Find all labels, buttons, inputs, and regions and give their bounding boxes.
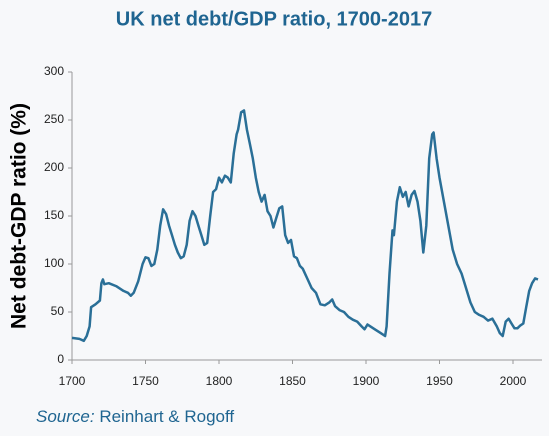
y-tick-label: 50 <box>51 304 65 318</box>
x-tick-label: 1900 <box>353 374 380 388</box>
y-tick-label: 150 <box>44 208 64 222</box>
x-tick-label: 1700 <box>59 374 86 388</box>
y-tick-label: 0 <box>57 352 64 366</box>
chart-title: UK net debt/GDP ratio, 1700-2017 <box>116 8 432 30</box>
source-label: Source: <box>36 407 95 426</box>
x-tick-label: 1800 <box>206 374 233 388</box>
x-tick-label: 1750 <box>132 374 159 388</box>
x-tick-label: 1850 <box>279 374 306 388</box>
y-tick-label: 100 <box>44 256 64 270</box>
source-text: Reinhart & Rogoff <box>99 407 234 426</box>
y-axis-label: Net debt-GDP ratio (%) <box>8 103 31 329</box>
x-tick-label: 2000 <box>500 374 527 388</box>
y-tick-label: 200 <box>44 160 64 174</box>
x-tick-label: 1950 <box>426 374 453 388</box>
source: Source: Reinhart & Rogoff <box>36 407 234 426</box>
y-tick-label: 250 <box>44 112 64 126</box>
data-line <box>71 109 539 343</box>
y-tick-label: 300 <box>44 64 64 78</box>
